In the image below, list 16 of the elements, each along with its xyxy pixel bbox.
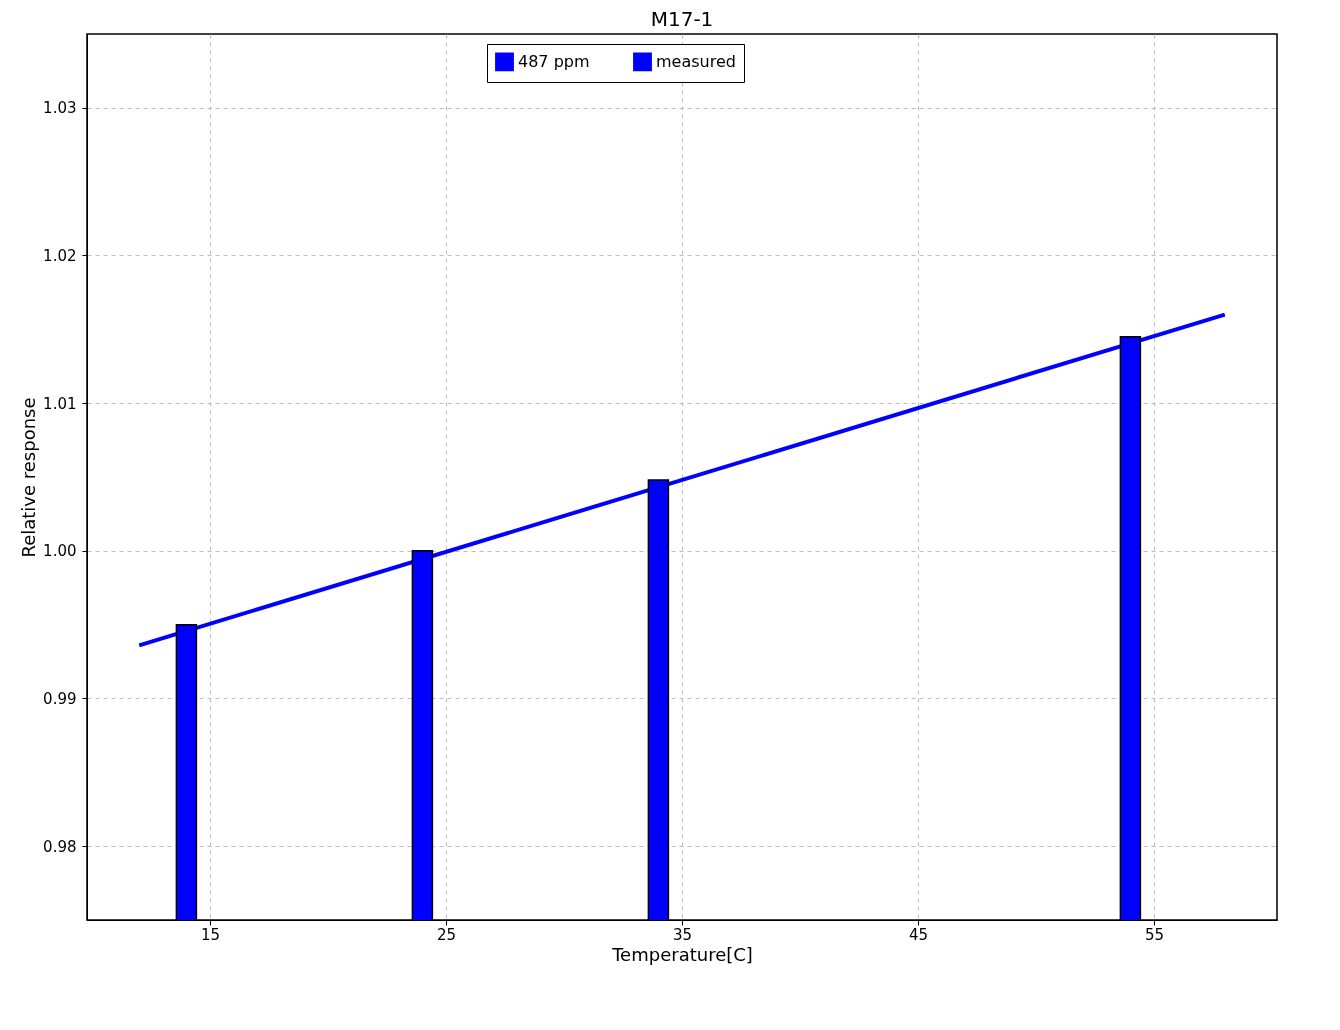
- y-axis-title: Relative response: [18, 397, 40, 558]
- y-tick-label: 1.00: [43, 542, 77, 561]
- legend-label: measured: [656, 51, 736, 71]
- x-tick-label: 35: [672, 925, 693, 944]
- x-tick-label: 25: [436, 925, 457, 944]
- y-tick-label: 0.99: [43, 690, 77, 708]
- legend-label: 487 ppm: [518, 51, 590, 71]
- y-tick-label: 1.03: [43, 99, 77, 118]
- x-tick-label: 15: [200, 925, 221, 944]
- x-tick-label: 45: [908, 925, 929, 944]
- y-tick-label: 0.98: [43, 837, 77, 856]
- y-tick-label: 1.02: [43, 247, 77, 265]
- x-axis-title: Temperature[C]: [611, 943, 753, 965]
- chart-title: M17-1: [650, 7, 714, 31]
- x-tick-label: 55: [1144, 925, 1165, 944]
- y-tick-label: 1.01: [43, 394, 77, 413]
